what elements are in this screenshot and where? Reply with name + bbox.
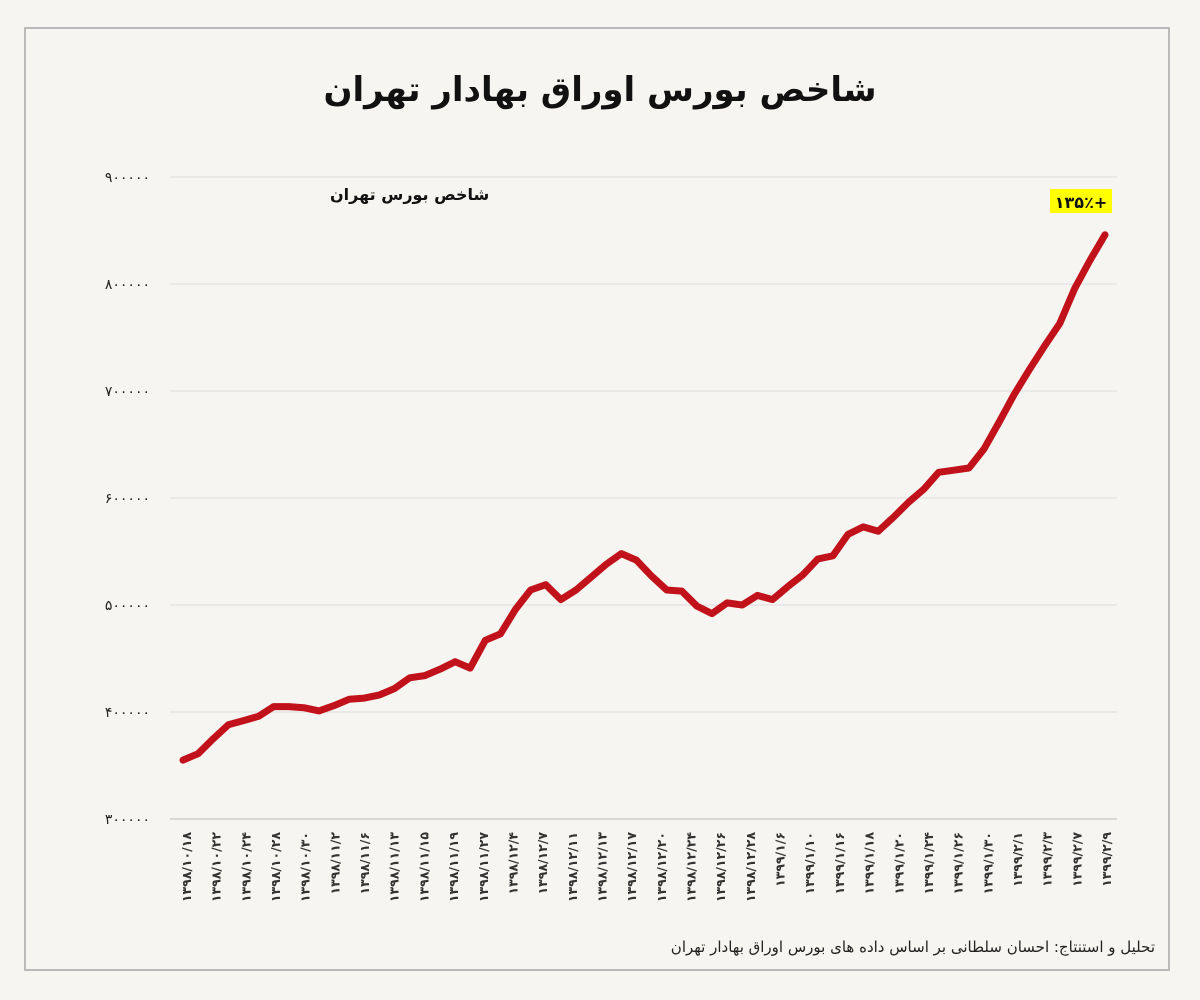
- x-tick-label: ۱۳۹۸/۱۲/۴: [505, 832, 520, 895]
- x-tick-label: ۱۳۹۹/۲/۷: [1069, 832, 1084, 887]
- series-label: شاخص بورس تهران: [330, 185, 489, 204]
- y-tick-label: ۸۰۰۰۰۰: [105, 277, 150, 293]
- x-tick-label: ۱۳۹۸/۱۲/۲۶: [713, 832, 728, 902]
- x-tick-label: ۱۳۹۹/۱/۱۰: [802, 832, 817, 895]
- x-tick-label: ۱۳۹۹/۱/۲۰: [891, 832, 906, 895]
- x-tick-label: ۱۳۹۹/۱/۲۴: [921, 832, 936, 895]
- y-tick-label: ۶۰۰۰۰۰: [105, 491, 150, 507]
- y-tick-label: ۵۰۰۰۰۰: [105, 598, 150, 614]
- x-tick-label: ۱۳۹۸/۱۱/۱۳: [387, 832, 402, 903]
- x-tick-label: ۱۳۹۹/۱/۲۶: [951, 832, 966, 895]
- x-tick-label: ۱۳۹۸/۱۲/۷: [535, 832, 550, 895]
- x-tick-label: ۱۳۹۸/۱۰/۳۰: [298, 832, 313, 902]
- chart-frame: [24, 27, 1170, 971]
- y-tick-label: ۴۰۰۰۰۰: [105, 705, 150, 721]
- x-tick-label: ۱۳۹۸/۱۲/۲۰: [654, 832, 669, 902]
- y-tick-label: ۳۰۰۰۰۰: [105, 812, 150, 828]
- x-tick-label: ۱۳۹۸/۱۱/۶: [357, 832, 372, 895]
- source-credit: تحلیل و استنتاج: احسان سلطانی بر اساس دا…: [670, 938, 1155, 956]
- x-tick-label: ۱۳۹۹/۱/۳۰: [980, 832, 995, 895]
- series-line: [179, 231, 1109, 764]
- x-tick-label: ۱۳۹۸/۱۲/۱۳: [594, 832, 609, 903]
- x-tick-label: ۱۳۹۹/۲/۱: [1010, 832, 1025, 887]
- x-tick-label: ۱۳۹۸/۱۲/۲۸: [743, 832, 758, 903]
- x-tick-label: ۱۳۹۸/۱۰/۲۲: [209, 832, 224, 903]
- x-tick-label: ۱۳۹۸/۱۱/۱۹: [446, 832, 461, 903]
- y-tick-label: ۷۰۰۰۰۰: [105, 384, 150, 400]
- x-tick-label: ۱۳۹۸/۱۰/۱۸: [179, 832, 194, 903]
- x-tick-label: ۱۳۹۹/۲/۳: [1040, 832, 1055, 887]
- chart-title: شاخص بورس اوراق بهادار تهران: [323, 70, 877, 110]
- x-tick-label: ۱۳۹۸/۱۰/۲۸: [268, 832, 283, 903]
- y-tick-label: ۹۰۰۰۰۰: [105, 170, 150, 186]
- x-tick-label: ۱۳۹۸/۱۰/۲۴: [238, 832, 253, 903]
- x-tick-label: ۱۳۹۸/۱۱/۱۵: [416, 832, 431, 903]
- x-tick-label: ۱۳۹۹/۲/۹: [1099, 832, 1114, 887]
- x-tick-label: ۱۳۹۹/۱/۱۸: [862, 832, 877, 895]
- x-tick-label: ۱۳۹۹/۱/۶: [773, 832, 788, 887]
- x-tick-label: ۱۳۹۸/۱۲/۲۴: [684, 832, 699, 903]
- x-tick-label: ۱۳۹۸/۱۱/۲۷: [476, 832, 491, 903]
- x-tick-label: ۱۳۹۸/۱۲/۱۷: [624, 832, 639, 903]
- x-tick-label: ۱۳۹۸/۱۲/۱۱: [565, 832, 580, 902]
- growth-callout: +۱۳۵٪: [1050, 189, 1112, 213]
- callout-label: +۱۳۵٪: [1055, 193, 1107, 212]
- x-tick-label: ۱۳۹۹/۱/۱۶: [832, 832, 847, 895]
- x-tick-label: ۱۳۹۸/۱۱/۲: [327, 832, 342, 895]
- callout-background: [1050, 189, 1112, 213]
